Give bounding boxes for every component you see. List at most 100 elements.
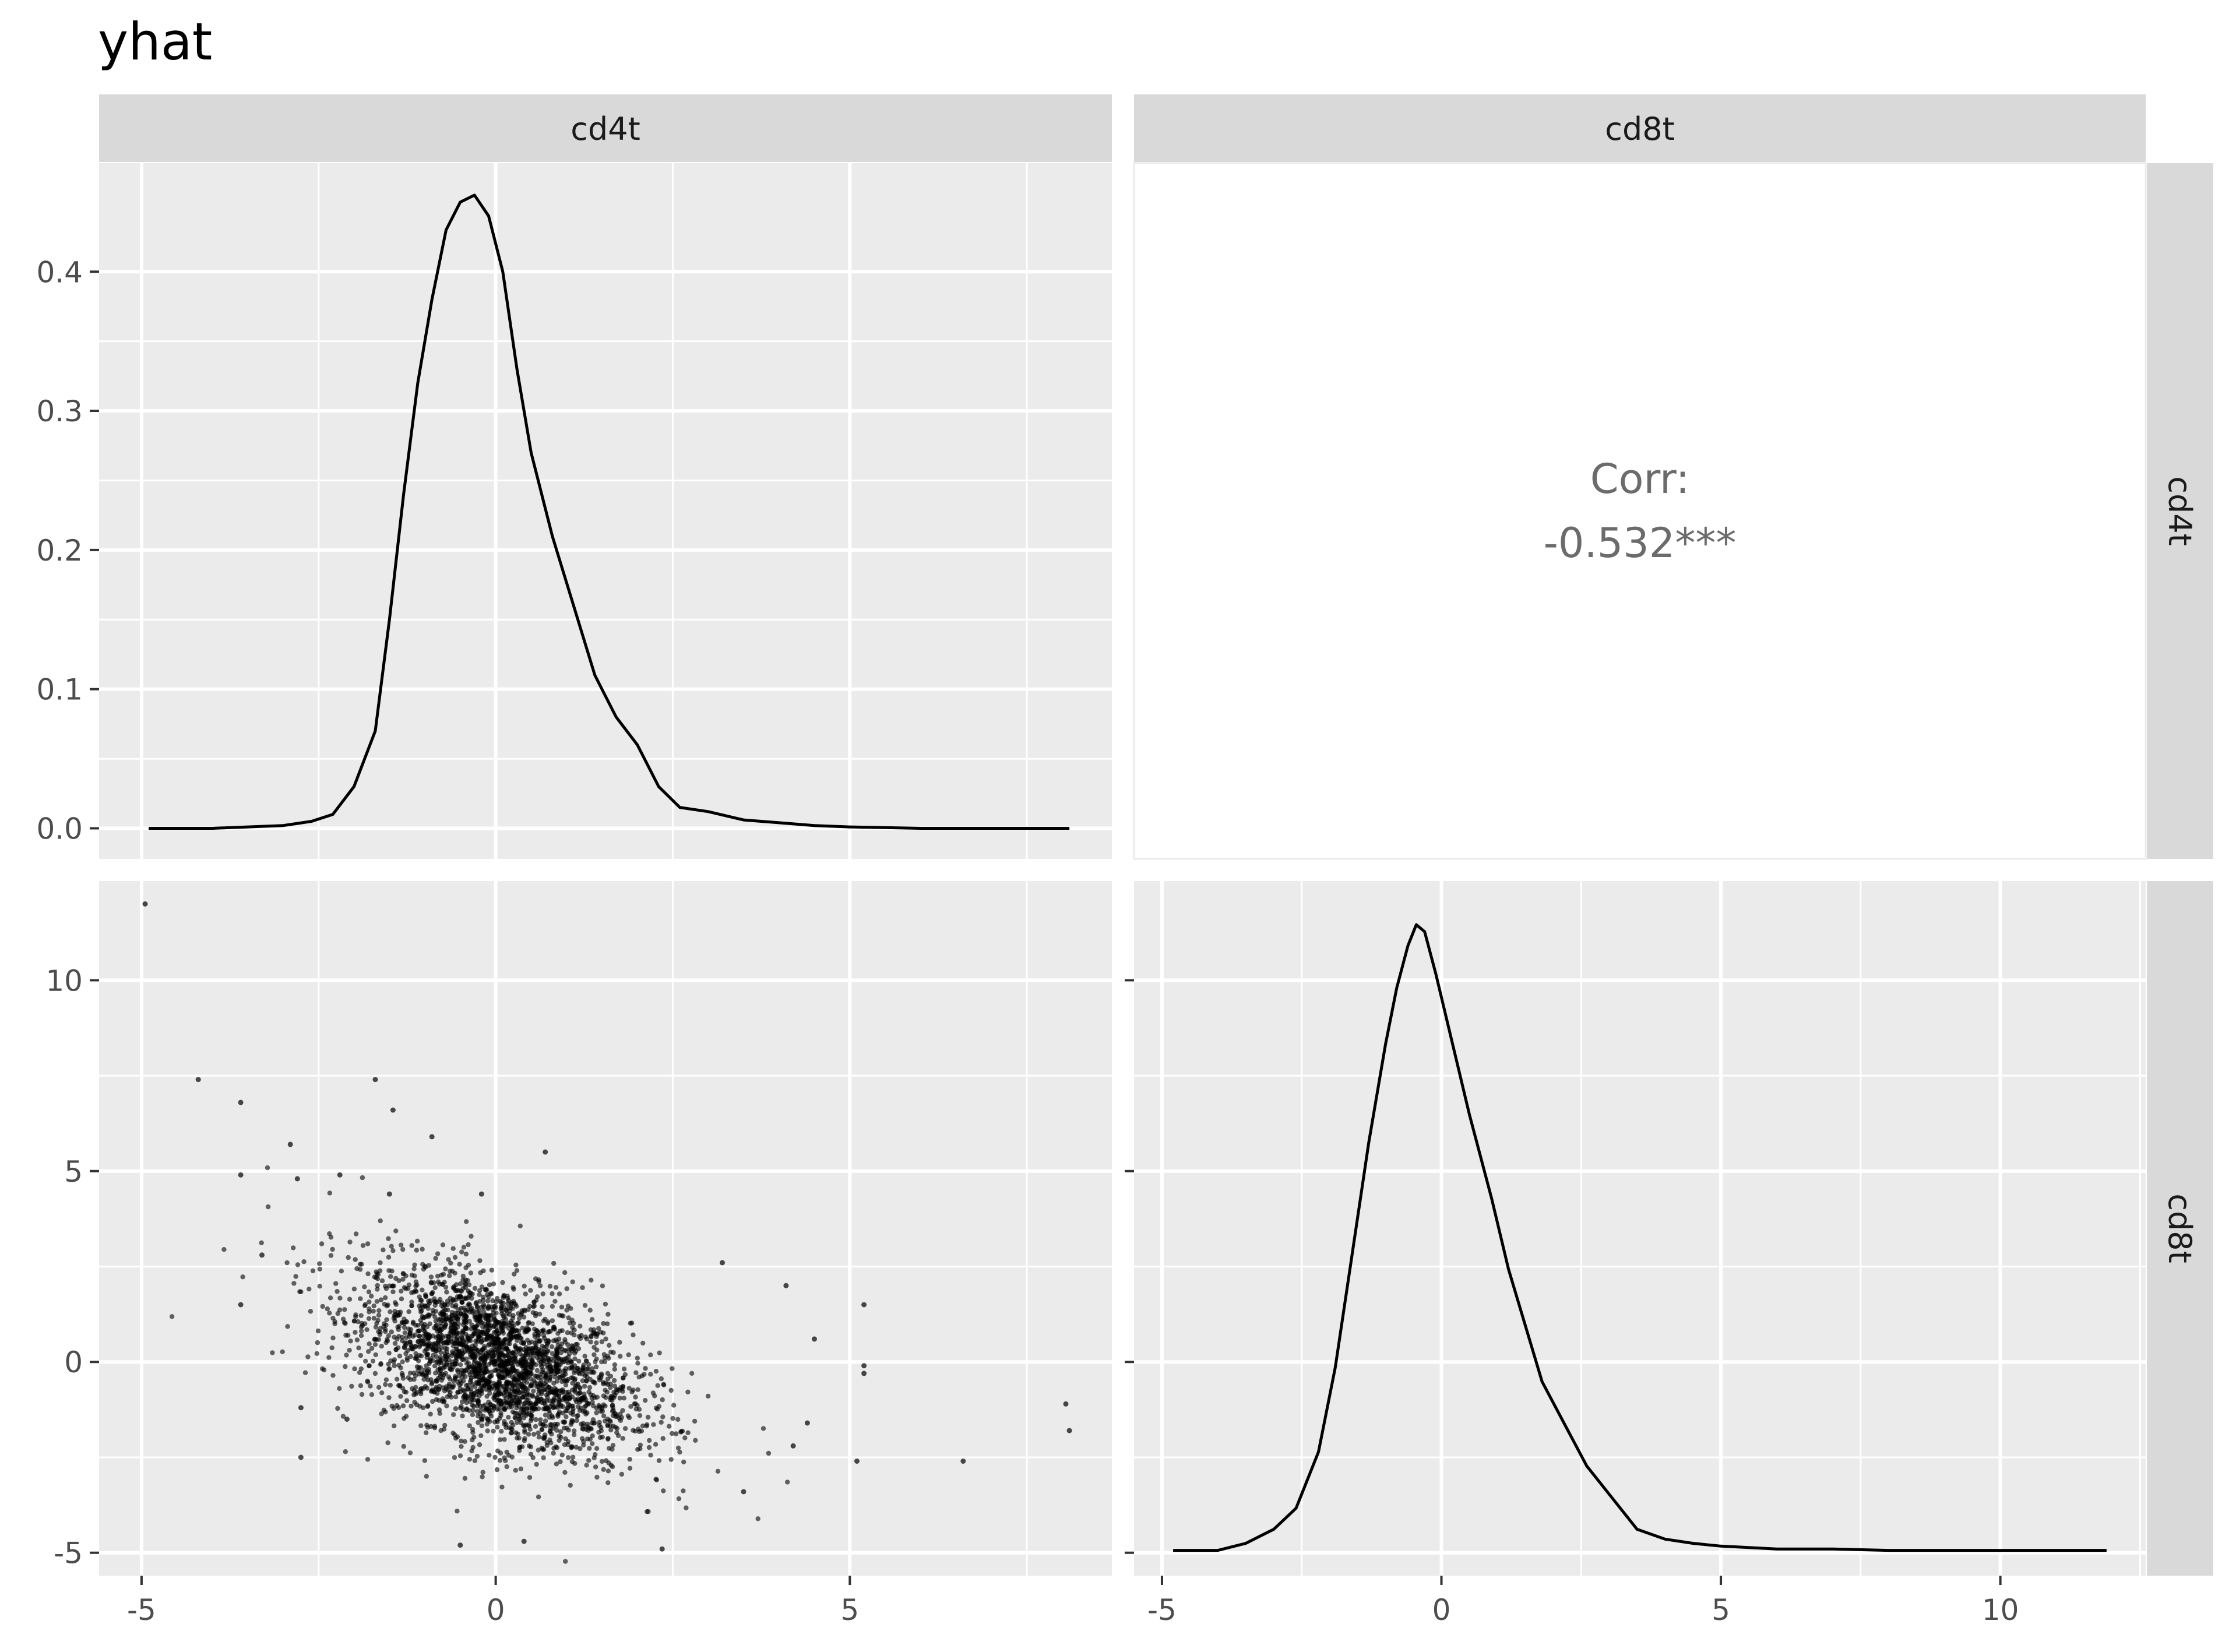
scatter-point <box>543 1423 548 1429</box>
scatter-outlier-point <box>804 1420 810 1426</box>
scatter-point <box>426 1370 432 1375</box>
scatter-point <box>421 1376 427 1382</box>
scatter-point <box>471 1435 477 1440</box>
scatter-point <box>563 1436 568 1442</box>
scatter-outlier-point <box>861 1302 867 1308</box>
scatter-point <box>517 1223 523 1229</box>
scatter-point <box>594 1446 600 1451</box>
scatter-point <box>530 1455 536 1460</box>
scatter-point <box>402 1330 408 1336</box>
scatter-point <box>468 1270 474 1276</box>
scatter-point <box>398 1394 403 1399</box>
scatter-point <box>402 1345 407 1351</box>
scatter-point <box>491 1281 497 1287</box>
scatter-point <box>643 1366 648 1371</box>
strip-right-cd8t <box>2147 881 2213 1576</box>
scatter-point <box>400 1334 405 1340</box>
scatter-point <box>374 1269 379 1274</box>
scatter-outlier-point <box>287 1142 293 1147</box>
scatter-point <box>617 1340 622 1345</box>
scatter-point <box>400 1277 406 1282</box>
scatter-point <box>608 1381 613 1387</box>
scatter-point <box>648 1352 653 1358</box>
scatter-point <box>584 1421 590 1426</box>
scatter-point <box>584 1366 590 1372</box>
scatter-point <box>489 1291 494 1297</box>
scatter-point <box>606 1355 611 1361</box>
scatter-point <box>455 1368 460 1373</box>
scatter-outlier-point <box>812 1336 817 1342</box>
panel-cd8t-density-bg <box>1134 881 2146 1576</box>
scatter-point <box>522 1429 527 1435</box>
scatter-point <box>594 1364 599 1369</box>
scatter-point <box>438 1316 443 1322</box>
scatter-point <box>406 1282 411 1288</box>
scatter-point <box>330 1246 335 1252</box>
scatter-point <box>280 1349 285 1354</box>
scatter-point <box>527 1351 533 1357</box>
scatter-point <box>661 1488 666 1494</box>
scatter-point <box>617 1396 623 1401</box>
scatter-point <box>343 1364 348 1369</box>
scatter-point <box>265 1165 270 1171</box>
scatter-point <box>539 1427 545 1432</box>
scatter-point <box>550 1368 555 1373</box>
scatter-point <box>360 1243 366 1248</box>
scatter-point <box>379 1390 385 1396</box>
scatter-point <box>407 1330 413 1336</box>
scatter-point <box>593 1359 598 1365</box>
scatter-point <box>605 1312 611 1317</box>
scatter-point <box>557 1291 562 1297</box>
scatter-point <box>421 1266 427 1272</box>
scatter-point <box>611 1408 616 1413</box>
scatter-point <box>446 1257 451 1262</box>
scatter-point <box>648 1372 653 1377</box>
scatter-point <box>541 1358 547 1364</box>
scatter-point <box>371 1316 376 1321</box>
scatter-point <box>492 1344 497 1349</box>
y-axis-cd8t-tick-label: 0 <box>64 1345 83 1379</box>
scatter-point <box>633 1394 638 1400</box>
scatter-point <box>295 1262 301 1267</box>
scatter-point <box>455 1509 460 1514</box>
scatter-point <box>379 1344 384 1349</box>
scatter-point <box>640 1423 646 1429</box>
scatter-point <box>432 1389 437 1395</box>
scatter-point <box>511 1395 516 1400</box>
scatter-point <box>548 1375 553 1380</box>
scatter-point <box>587 1376 593 1382</box>
scatter-point <box>505 1295 510 1301</box>
scatter-outlier-point <box>1066 1428 1072 1433</box>
scatter-point <box>421 1327 427 1333</box>
scatter-point <box>582 1354 587 1359</box>
scatter-point <box>510 1285 516 1290</box>
scatter-point <box>516 1435 522 1441</box>
scatter-point <box>477 1362 483 1368</box>
scatter-point <box>645 1414 651 1420</box>
scatter-point <box>631 1332 636 1337</box>
scatter-point <box>479 1423 484 1428</box>
scatter-point <box>413 1279 419 1284</box>
scatter-point <box>467 1302 473 1308</box>
scatter-point <box>524 1411 530 1417</box>
scatter-point <box>503 1316 509 1322</box>
scatter-point <box>531 1432 537 1437</box>
scatter-point <box>554 1428 559 1433</box>
scatter-point <box>461 1245 467 1250</box>
scatter-point <box>538 1417 543 1422</box>
scatter-point <box>375 1287 380 1292</box>
scatter-point <box>375 1283 380 1288</box>
scatter-point <box>569 1459 575 1464</box>
scatter-point <box>404 1319 410 1325</box>
scatter-point <box>540 1383 545 1388</box>
scatter-point <box>526 1443 532 1449</box>
scatter-point <box>582 1383 587 1389</box>
scatter-point <box>467 1423 472 1428</box>
scatter-point <box>481 1268 486 1274</box>
scatter-point <box>577 1400 582 1405</box>
scatter-point <box>418 1338 424 1344</box>
scatter-point <box>372 1342 378 1347</box>
scatter-point <box>640 1340 646 1346</box>
scatter-point <box>656 1404 662 1409</box>
scatter-point <box>626 1415 632 1421</box>
